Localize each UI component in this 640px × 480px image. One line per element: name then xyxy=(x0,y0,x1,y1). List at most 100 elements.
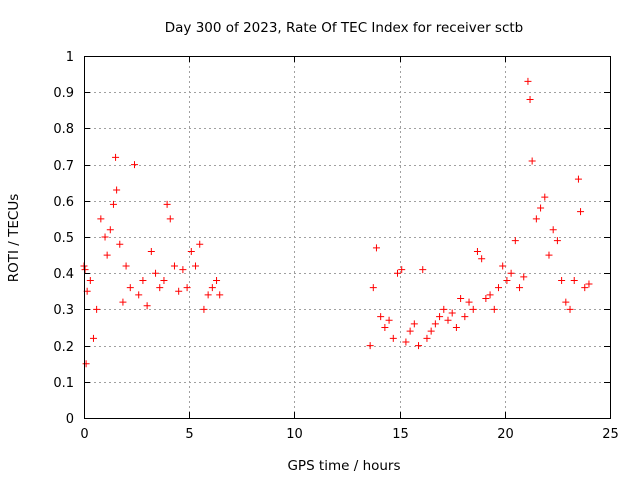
data-point xyxy=(427,327,435,335)
plot-frame xyxy=(84,56,611,419)
data-point xyxy=(192,262,200,270)
y-tick-label: 0.1 xyxy=(53,376,74,391)
data-point xyxy=(213,276,221,284)
data-point xyxy=(469,305,477,313)
x-tick-label: 15 xyxy=(392,427,409,442)
data-point xyxy=(369,284,377,292)
data-point xyxy=(419,266,427,274)
data-point xyxy=(499,262,507,270)
data-point xyxy=(457,295,465,303)
data-point xyxy=(112,153,120,161)
data-point xyxy=(553,237,561,245)
x-tick-label: 10 xyxy=(286,427,303,442)
data-points xyxy=(80,77,593,368)
data-point xyxy=(126,284,134,292)
y-tick-label: 0.4 xyxy=(53,267,74,282)
data-point xyxy=(494,284,502,292)
data-point xyxy=(103,251,111,259)
data-point xyxy=(196,240,204,248)
x-tick-label: 25 xyxy=(602,427,619,442)
data-point xyxy=(116,240,124,248)
data-point xyxy=(89,334,97,342)
data-point xyxy=(566,305,574,313)
data-point xyxy=(524,77,532,85)
data-point xyxy=(423,334,431,342)
data-point xyxy=(436,313,444,321)
data-point xyxy=(526,95,534,103)
data-point xyxy=(175,287,183,295)
data-point xyxy=(452,324,460,331)
data-point xyxy=(385,316,393,324)
axis-ticks: 0 5 10 15 20 25 0 0.1 0.2 0.3 0.4 0.5 0.6 0.7 0.8 0.9 1 xyxy=(53,50,618,442)
data-point xyxy=(113,186,121,194)
y-axis-label: ROTI / TECUs xyxy=(6,194,22,282)
chart-title: Day 300 of 2023, Rate Of TEC Index for r… xyxy=(165,20,523,36)
data-point xyxy=(486,291,494,299)
data-point xyxy=(147,247,155,255)
data-point xyxy=(410,320,418,328)
data-point xyxy=(130,161,138,169)
data-point xyxy=(152,269,160,277)
data-point xyxy=(81,266,89,274)
data-point xyxy=(478,255,486,263)
data-point xyxy=(101,233,109,241)
data-point xyxy=(516,284,524,292)
data-point xyxy=(143,302,151,310)
data-point xyxy=(465,298,473,306)
data-point xyxy=(431,320,439,328)
data-point xyxy=(415,342,423,350)
data-point xyxy=(490,305,498,313)
data-point xyxy=(440,305,448,313)
data-point xyxy=(577,208,585,216)
data-point xyxy=(93,305,101,313)
data-point xyxy=(511,237,519,245)
x-axis-label: GPS time / hours xyxy=(287,458,400,474)
data-point xyxy=(381,324,389,331)
data-point xyxy=(122,262,130,270)
data-point xyxy=(183,284,191,292)
data-point xyxy=(541,193,549,201)
x-tick-label: 0 xyxy=(80,427,88,442)
data-point xyxy=(558,276,566,284)
data-point xyxy=(444,316,452,324)
data-point xyxy=(170,262,178,270)
data-point xyxy=(585,280,593,288)
data-point xyxy=(473,247,481,255)
data-point xyxy=(507,269,515,277)
data-point xyxy=(366,342,374,350)
data-point xyxy=(545,251,553,259)
data-point xyxy=(119,298,127,306)
x-tick-label: 20 xyxy=(497,427,514,442)
y-tick-label: 0.2 xyxy=(53,340,74,355)
y-tick-label: 0.3 xyxy=(53,303,74,318)
data-point xyxy=(581,284,589,292)
y-tick-label: 0.8 xyxy=(53,122,74,137)
data-point xyxy=(406,327,414,335)
data-point xyxy=(398,266,406,274)
data-point xyxy=(82,360,90,368)
data-point xyxy=(528,157,536,165)
data-point xyxy=(86,276,94,284)
y-tick-label: 0.6 xyxy=(53,195,74,210)
data-point xyxy=(166,215,174,223)
data-point xyxy=(520,273,528,281)
data-point xyxy=(163,200,171,208)
data-point xyxy=(208,284,216,292)
data-point xyxy=(461,313,469,321)
data-point xyxy=(106,226,114,234)
data-point xyxy=(570,276,578,284)
data-point xyxy=(204,291,212,299)
data-point xyxy=(448,309,456,317)
data-point xyxy=(179,266,187,274)
data-point xyxy=(393,269,401,277)
data-point xyxy=(97,215,105,223)
data-point xyxy=(482,295,490,303)
y-tick-label: 0.9 xyxy=(53,86,74,101)
y-tick-label: 1 xyxy=(66,50,74,65)
y-tick-label: 0.5 xyxy=(53,231,74,246)
y-tick-label: 0.7 xyxy=(53,159,74,174)
data-point xyxy=(562,298,570,306)
data-point xyxy=(160,276,168,284)
y-tick-label: 0 xyxy=(66,412,74,427)
